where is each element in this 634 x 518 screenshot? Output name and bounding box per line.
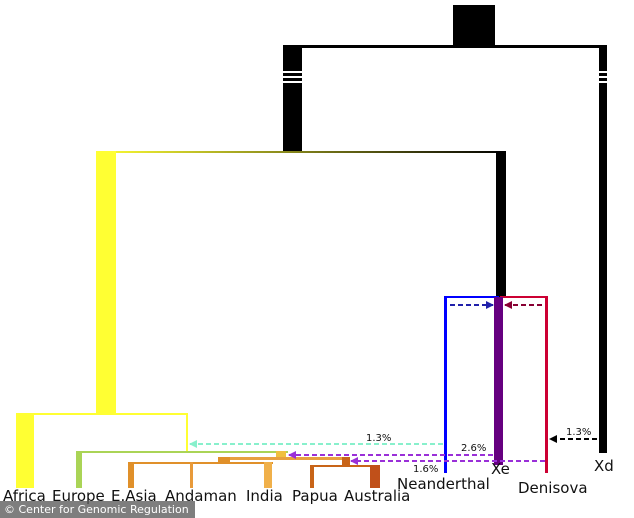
india-branch bbox=[264, 462, 272, 488]
denisova-branch bbox=[545, 296, 548, 473]
label-xe: Xe bbox=[491, 460, 510, 478]
africa-branch bbox=[16, 413, 34, 488]
branch-break-mark bbox=[283, 81, 302, 83]
europe-branch bbox=[76, 451, 82, 488]
branch-break-mark bbox=[599, 71, 607, 73]
andaman-branch bbox=[190, 462, 193, 488]
australia-branch bbox=[370, 465, 380, 488]
label-europe: Europe bbox=[52, 487, 105, 505]
non-african-branch bbox=[186, 413, 188, 453]
label-andaman: Andaman bbox=[165, 487, 237, 505]
neanderthal-bracket-top bbox=[444, 296, 499, 298]
label-australia: Australia bbox=[344, 487, 410, 505]
xe-papua-introgression-label: 1.6% bbox=[413, 464, 438, 475]
archaic-split-bar bbox=[283, 45, 607, 48]
label-papua: Papua bbox=[292, 487, 338, 505]
asia-stem-branch bbox=[276, 451, 286, 459]
papua-branch bbox=[310, 465, 314, 488]
credit-watermark: © Center for Genomic Regulation bbox=[0, 501, 195, 518]
africa-split-bar bbox=[16, 413, 188, 415]
east-asia-group-bar bbox=[128, 462, 273, 464]
xd-branch bbox=[599, 45, 607, 453]
europe-split-bar bbox=[76, 451, 288, 453]
human-archaic-split-bar bbox=[96, 151, 506, 153]
oceania-split-bar bbox=[310, 465, 380, 467]
oceania-stem-branch bbox=[342, 457, 350, 467]
xe-introgression-label: 2.6% bbox=[461, 443, 486, 454]
branch-break-mark bbox=[283, 71, 302, 73]
label-africa: Africa bbox=[3, 487, 46, 505]
asia-split-bar bbox=[218, 457, 348, 460]
east-asia-group-stem bbox=[218, 457, 230, 464]
label-denisova: Denisova bbox=[518, 479, 588, 497]
branch-break-mark bbox=[283, 76, 302, 78]
label-xd: Xd bbox=[594, 457, 614, 475]
modern-human-branch bbox=[96, 151, 116, 413]
branch-break-mark bbox=[599, 81, 607, 83]
archaic-human-branch bbox=[496, 151, 506, 297]
xd-introgression-label: 1.3% bbox=[566, 427, 591, 438]
branch-break-mark bbox=[599, 76, 607, 78]
root-branch bbox=[453, 5, 495, 47]
east-asia-branch bbox=[128, 462, 134, 488]
label-east-asia: E.Asia bbox=[111, 487, 157, 505]
denisova-bracket-top bbox=[500, 296, 548, 298]
xe-branch bbox=[494, 297, 503, 465]
label-neanderthal: Neanderthal bbox=[397, 475, 490, 493]
neanderthal-branch bbox=[444, 296, 447, 473]
neanderthal-introgression-label: 1.3% bbox=[366, 433, 391, 444]
hominin-stem-branch bbox=[283, 45, 302, 153]
label-india: India bbox=[246, 487, 283, 505]
